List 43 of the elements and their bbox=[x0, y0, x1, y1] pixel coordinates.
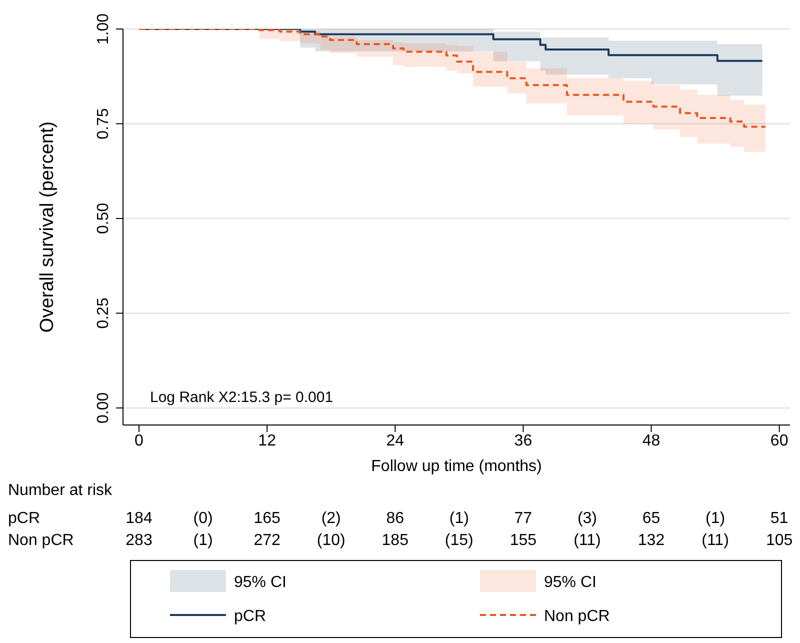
text: 51 bbox=[769, 510, 790, 528]
x-tick-label: 36 bbox=[514, 432, 532, 450]
text: 185 bbox=[380, 532, 410, 550]
text: Number at risk bbox=[8, 482, 112, 500]
text: (2) bbox=[320, 510, 342, 528]
text: 105 bbox=[764, 532, 794, 550]
x-tick-label: 60 bbox=[770, 432, 788, 450]
annotation: Log Rank X2:15.3 p= 0.001 bbox=[150, 389, 334, 406]
text: 272 bbox=[252, 532, 282, 550]
text: (1) bbox=[448, 510, 470, 528]
text: 283 bbox=[124, 532, 154, 550]
text: 155 bbox=[508, 532, 538, 550]
text: 132 bbox=[636, 532, 666, 550]
text: (11) bbox=[572, 532, 602, 550]
y-tick-label: 0.75 bbox=[95, 108, 112, 140]
x-tick-label: 0 bbox=[134, 432, 144, 450]
y-tick-label: 0.25 bbox=[95, 298, 112, 329]
text: 95% CI bbox=[234, 574, 286, 591]
legend-label: pCR bbox=[234, 608, 266, 625]
text: 65 bbox=[641, 510, 662, 528]
x-tick-label: 12 bbox=[258, 432, 276, 450]
text: pCR bbox=[8, 510, 40, 528]
y-axis-title: Overall survival (percent) bbox=[37, 121, 59, 333]
text: (1) bbox=[704, 510, 726, 528]
text: (10) bbox=[316, 532, 346, 550]
text: 165 bbox=[252, 510, 282, 528]
text: (1) bbox=[192, 532, 214, 550]
x-tick-label: 24 bbox=[386, 432, 404, 450]
text: (15) bbox=[444, 532, 474, 550]
y-tick-label: 0.50 bbox=[95, 202, 112, 234]
legend-label: Non pCR bbox=[544, 608, 610, 625]
text: Non pCR bbox=[8, 532, 74, 550]
text: 86 bbox=[385, 510, 406, 528]
x-axis-title: Follow up time (months) bbox=[370, 458, 543, 476]
text: 184 bbox=[124, 510, 154, 528]
y-tick-label: 1.00 bbox=[95, 13, 112, 45]
text: 95% CI bbox=[544, 574, 596, 591]
x-tick-label: 48 bbox=[642, 432, 660, 450]
text: (3) bbox=[576, 510, 598, 528]
text: (0) bbox=[192, 510, 214, 528]
text: (11) bbox=[700, 532, 730, 550]
y-tick-label: 0.00 bbox=[95, 392, 112, 424]
text: 77 bbox=[513, 510, 534, 528]
